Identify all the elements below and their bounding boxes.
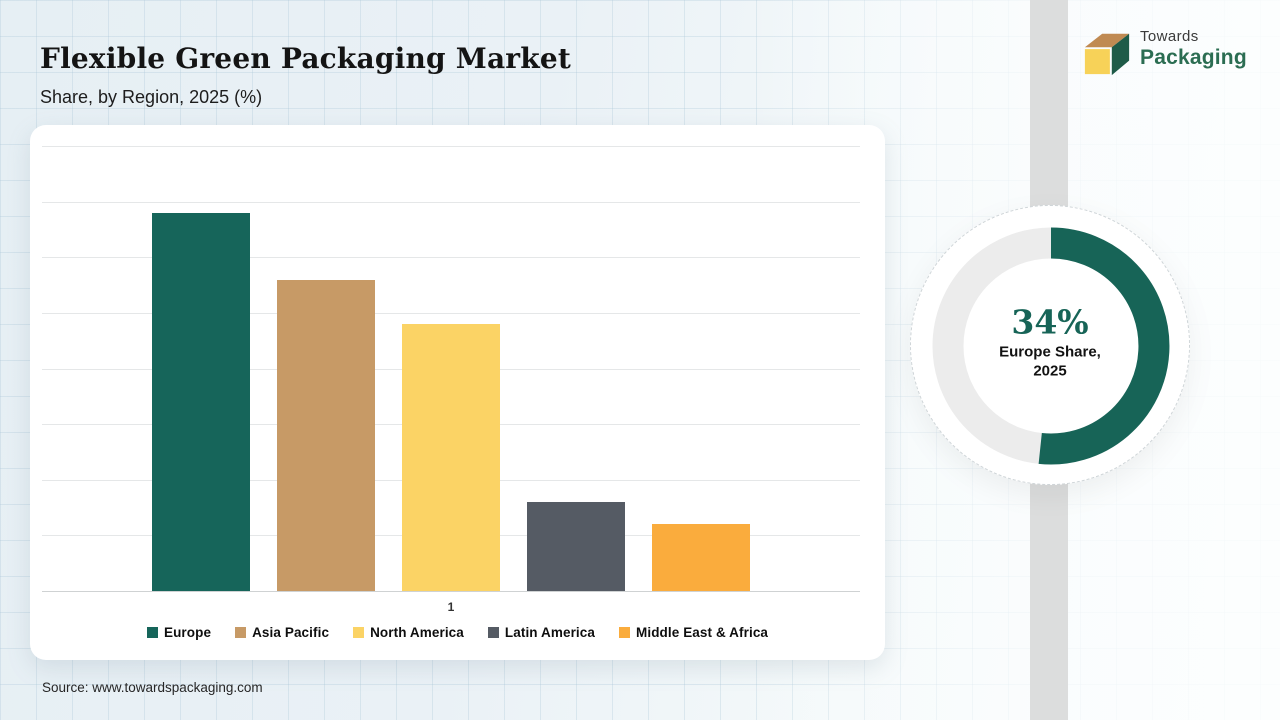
legend-label: Middle East & Africa bbox=[636, 625, 769, 640]
legend-label: Latin America bbox=[504, 625, 595, 640]
bar-chart-card: 1 Europe Asia Pacific North America Latin A… bbox=[30, 125, 885, 660]
bar-latin-america bbox=[527, 502, 625, 591]
legend-item: Latin America bbox=[487, 625, 595, 640]
brand-logo: Towards Packaging bbox=[1082, 26, 1247, 78]
legend-label: Europe bbox=[163, 625, 212, 640]
legend-label: North America bbox=[370, 625, 464, 640]
source-attribution: Source: www.towardspackaging.com bbox=[42, 680, 263, 695]
donut-chart: 34% Europe Share, 2025 bbox=[910, 205, 1190, 485]
bar-chart-plot: 1 bbox=[42, 146, 860, 614]
gridline bbox=[42, 201, 860, 203]
bar-asia-pacific bbox=[277, 279, 375, 591]
legend-marker bbox=[235, 627, 247, 638]
logo-cube-icon bbox=[1084, 33, 1130, 76]
legend-item: Europe bbox=[146, 625, 212, 640]
donut-center-value: 34% bbox=[1011, 302, 1089, 342]
legend-marker bbox=[353, 627, 365, 638]
bar-middle-east-africa bbox=[652, 524, 750, 591]
legend-item: North America bbox=[353, 625, 464, 640]
page-title: Flexible Green Packaging Market bbox=[40, 42, 572, 75]
donut-center-text: 34% Europe Share, 2025 bbox=[965, 302, 1135, 382]
legend-label: Asia Pacific bbox=[252, 625, 330, 640]
legend-marker bbox=[146, 627, 158, 638]
brand-name-top: Towards bbox=[1140, 28, 1199, 45]
bar-europe bbox=[152, 212, 250, 591]
legend-marker bbox=[487, 627, 499, 638]
donut-center-label-line1: Europe Share, bbox=[999, 343, 1101, 361]
gridline bbox=[42, 257, 860, 259]
brand-wordmark: Towards Packaging bbox=[1140, 26, 1247, 70]
donut-arc bbox=[1038, 227, 1170, 465]
gridline bbox=[42, 146, 860, 147]
brand-name-bottom: Packaging bbox=[1140, 46, 1247, 69]
donut-center-label-line2: 2025 bbox=[1033, 362, 1067, 380]
legend-item: Middle East & Africa bbox=[619, 625, 768, 640]
donut-ring bbox=[932, 227, 1170, 465]
bar-north-america bbox=[402, 324, 500, 591]
chart-legend: Europe Asia Pacific North America Latin Ame… bbox=[30, 625, 885, 640]
page-subtitle: Share, by Region, 2025 (%) bbox=[40, 87, 263, 107]
legend-marker bbox=[619, 627, 630, 638]
x-axis-tick-label: 1 bbox=[447, 600, 455, 614]
x-axis-baseline bbox=[42, 591, 860, 592]
legend-item: Asia Pacific bbox=[235, 625, 329, 640]
gridline bbox=[42, 312, 860, 314]
